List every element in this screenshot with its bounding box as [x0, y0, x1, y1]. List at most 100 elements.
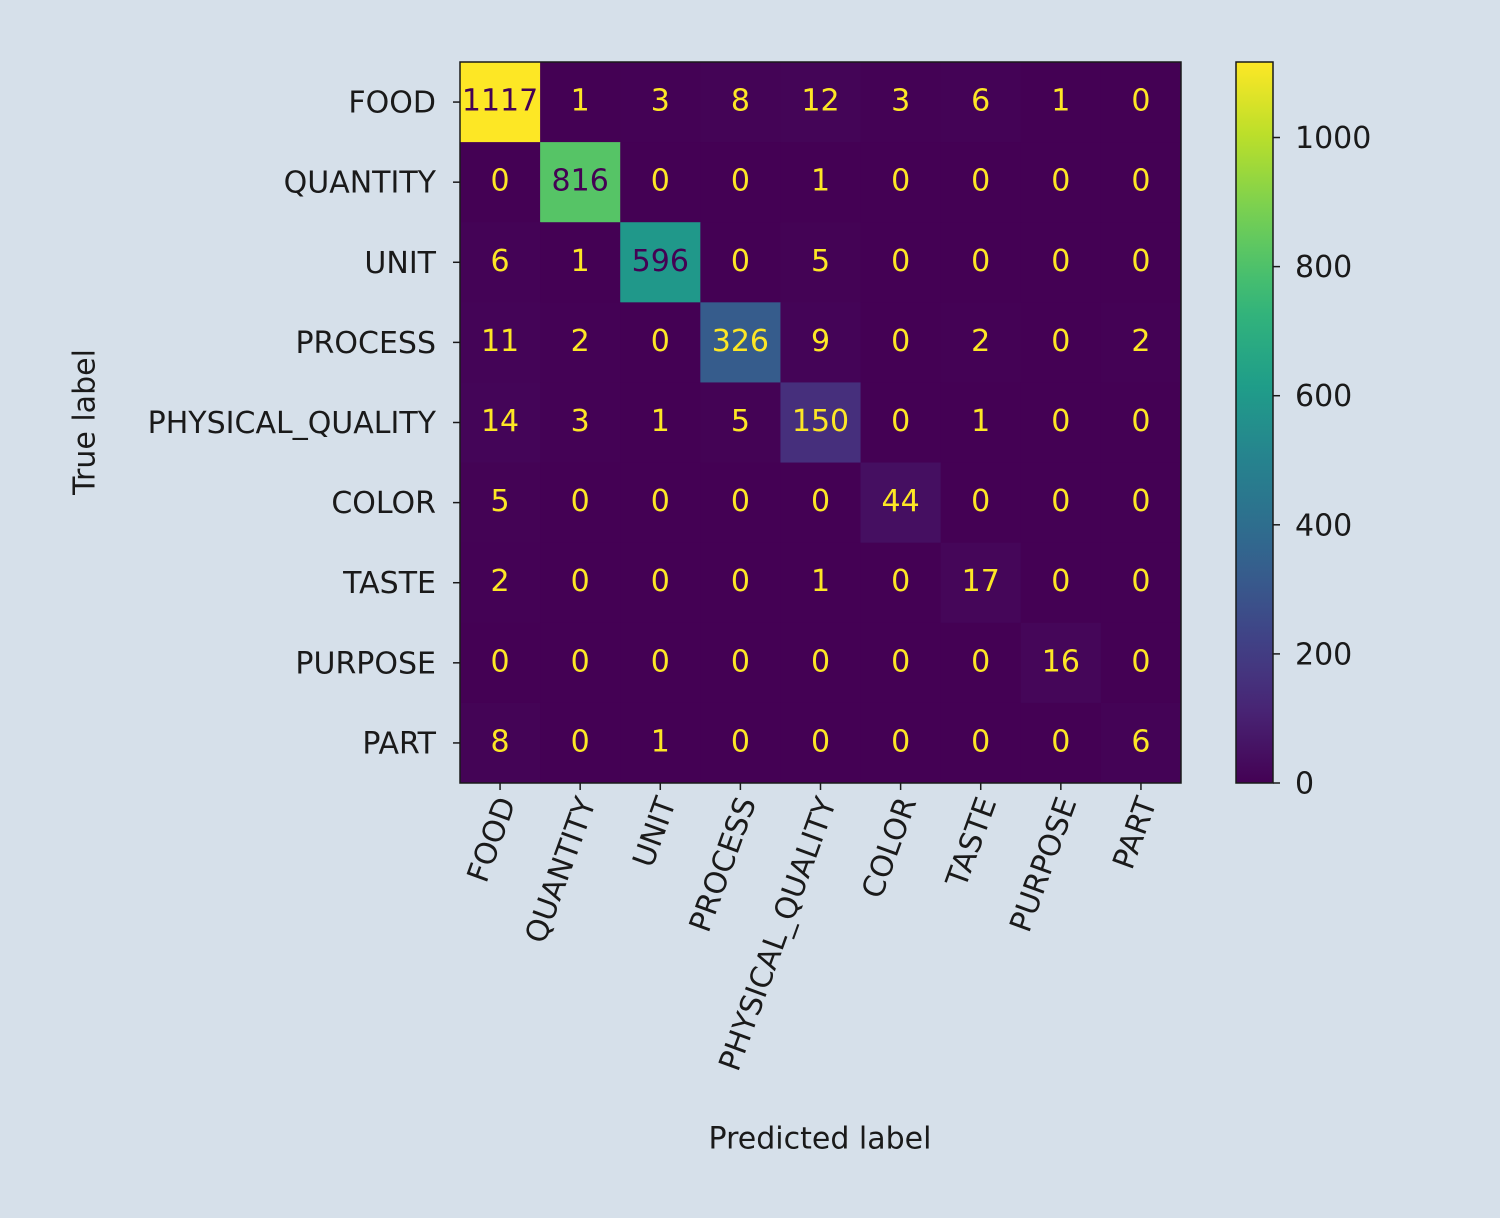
- cell-label: 2: [491, 564, 510, 599]
- heatmap-cell: [1100, 62, 1182, 143]
- heatmap-cell: [940, 462, 1022, 544]
- cell-label: 0: [651, 564, 670, 599]
- cell-label: 0: [731, 164, 750, 199]
- cell-label: 0: [731, 644, 750, 679]
- heatmap-cell: [620, 622, 701, 704]
- heatmap-cell: [620, 222, 701, 303]
- cell-label: 0: [971, 244, 990, 279]
- cell-label: 0: [811, 644, 830, 679]
- x-tick-label: QUANTITY: [519, 792, 604, 948]
- heatmap-cell: [1100, 382, 1182, 464]
- cell-label: 0: [891, 564, 910, 599]
- cell-label: 0: [1131, 404, 1150, 439]
- heatmap-cell: [460, 62, 541, 143]
- heatmap-cell: [1020, 142, 1102, 223]
- heatmap-cell: [460, 542, 541, 624]
- cell-label: 0: [731, 484, 750, 519]
- cell-label: 1117: [462, 84, 538, 119]
- cell-label: 1: [651, 404, 670, 439]
- cell-label: 0: [1131, 564, 1150, 599]
- cell-label: 0: [971, 644, 990, 679]
- cell-label: 0: [491, 644, 510, 679]
- heatmap-cell: [1020, 462, 1102, 544]
- y-tick-label: PROCESS: [295, 326, 436, 361]
- cell-label: 0: [1131, 84, 1150, 119]
- heatmap-cell: [540, 222, 621, 303]
- cell-label: 0: [891, 644, 910, 679]
- heatmap-cell: [1020, 702, 1102, 784]
- colorbar-tick-label: 600: [1295, 379, 1352, 414]
- cell-label: 0: [1051, 724, 1070, 759]
- heatmap-cell: [700, 622, 781, 704]
- cell-label: 0: [571, 644, 590, 679]
- cell-label: 0: [811, 484, 830, 519]
- heatmap-cell: [700, 462, 781, 544]
- cell-label: 0: [1131, 644, 1150, 679]
- cell-label: 0: [891, 244, 910, 279]
- heatmap-cell: [1100, 622, 1182, 704]
- heatmap-cell: [780, 142, 862, 223]
- heatmap-cell: [620, 382, 701, 464]
- cell-label: 0: [571, 724, 590, 759]
- colorbar-tick-label: 400: [1295, 508, 1352, 543]
- heatmap-cell: [700, 222, 781, 303]
- heatmap-cell: [940, 622, 1022, 704]
- x-tick-label: FOOD: [461, 793, 524, 887]
- heatmap-cell: [620, 142, 701, 223]
- heatmap-cell: [940, 302, 1022, 383]
- cell-label: 11: [481, 324, 519, 359]
- heatmap-cell: [940, 142, 1022, 223]
- y-tick-label: PURPOSE: [295, 646, 436, 681]
- colorbar: [1235, 61, 1274, 784]
- cell-label: 3: [651, 84, 670, 119]
- cell-label: 5: [811, 244, 830, 279]
- y-tick-label: PART: [362, 726, 436, 761]
- cell-label: 1: [571, 84, 590, 119]
- heatmap-cell: [540, 462, 621, 544]
- heatmap-cell: [1020, 622, 1102, 704]
- cell-label: 1: [811, 564, 830, 599]
- cell-label: 0: [1051, 564, 1070, 599]
- cell-label: 6: [1131, 724, 1150, 759]
- cell-label: 326: [712, 324, 769, 359]
- heatmap-cell: [860, 622, 942, 704]
- heatmap-cell: [1020, 302, 1102, 383]
- y-tick-label: FOOD: [348, 86, 436, 121]
- cell-label: 0: [731, 564, 750, 599]
- cell-label: 0: [731, 724, 750, 759]
- heatmap-cell: [860, 702, 942, 784]
- heatmap-cell: [860, 142, 942, 223]
- cell-label: 3: [891, 84, 910, 119]
- heatmap-cell: [700, 302, 781, 383]
- cell-label: 0: [651, 644, 670, 679]
- colorbar-tick-label: 200: [1295, 637, 1352, 672]
- heatmap-cell: [860, 62, 942, 143]
- y-tick-label: PHYSICAL_QUALITY: [148, 406, 437, 441]
- heatmap-cell: [460, 222, 541, 303]
- cell-label: 1: [1051, 84, 1070, 119]
- heatmap-cell: [940, 62, 1022, 143]
- heatmap-cell: [780, 222, 862, 303]
- cell-label: 44: [882, 484, 920, 519]
- cell-label: 8: [731, 84, 750, 119]
- cell-label: 2: [571, 324, 590, 359]
- cell-label: 1: [571, 244, 590, 279]
- cell-label: 0: [1051, 404, 1070, 439]
- heatmap-cell: [780, 542, 862, 624]
- heatmap-cell: [620, 542, 701, 624]
- cell-label: 3: [571, 404, 590, 439]
- heatmap-cell: [540, 542, 621, 624]
- cell-label: 0: [891, 724, 910, 759]
- x-tick-label: UNIT: [626, 792, 684, 872]
- heatmap-cell: [1020, 382, 1102, 464]
- cell-label: 0: [971, 724, 990, 759]
- heatmap-cell: [460, 622, 541, 704]
- heatmap-cell: [700, 702, 781, 784]
- heatmap-cell: [780, 382, 862, 464]
- heatmap-cell: [1020, 62, 1102, 143]
- x-tick-label: TASTE: [939, 793, 1004, 893]
- heatmap-cell: [540, 702, 621, 784]
- heatmap-cell: [1100, 462, 1182, 544]
- cell-label: 0: [1051, 484, 1070, 519]
- heatmap-cell: [540, 622, 621, 704]
